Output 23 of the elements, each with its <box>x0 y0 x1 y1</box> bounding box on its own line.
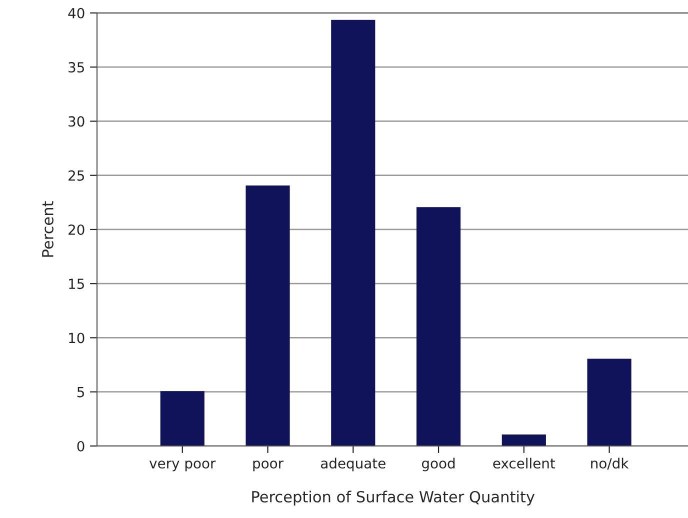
bar <box>587 358 632 446</box>
x-tick-label: no/dk <box>591 458 629 470</box>
x-axis-title: Perception of Surface Water Quantity <box>252 490 535 506</box>
bar <box>416 207 461 446</box>
y-tick-label: 5 <box>77 387 84 398</box>
x-tick-label: good <box>422 458 455 472</box>
y-tick-label: 40 <box>68 8 84 18</box>
bar <box>502 434 546 446</box>
bar <box>246 185 290 446</box>
y-tick-label: 20 <box>68 224 84 235</box>
y-axis-title: Percent <box>42 201 54 257</box>
bar <box>160 391 204 446</box>
y-tick-label: 30 <box>68 116 84 127</box>
y-tick-label: 15 <box>69 278 84 290</box>
y-tick-label: 25 <box>68 170 84 181</box>
x-tick-label: very poor <box>149 460 216 472</box>
y-tick-label: 0 <box>77 440 84 452</box>
bar <box>331 20 376 446</box>
y-tick-label: 35 <box>68 62 84 73</box>
x-tick-label: adequate <box>320 458 386 472</box>
x-tick-label: excellent <box>493 458 556 469</box>
x-tick-label: poor <box>253 460 284 472</box>
y-tick-label: 10 <box>69 332 84 344</box>
